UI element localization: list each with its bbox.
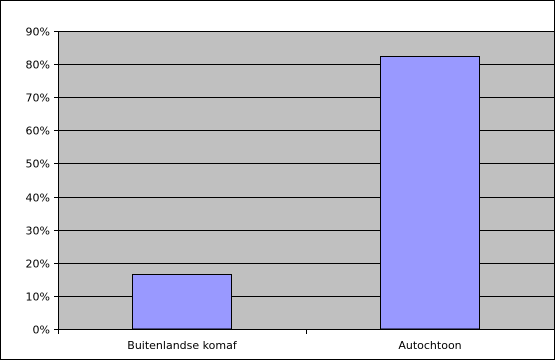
y-tick-label: 40% [26,192,50,205]
x-tick-label: Autochtoon [398,339,461,352]
y-tick-label: 70% [26,92,50,105]
y-tick-label: 10% [26,291,50,304]
y-tick-label: 90% [26,26,50,39]
y-tick-label: 20% [26,258,50,271]
y-tick-label: 60% [26,125,50,138]
y-tick-label: 0% [33,324,50,337]
bar [380,56,480,330]
bar [132,274,232,330]
x-tick-label: Buitenlandse komaf [127,339,238,352]
y-tick-label: 30% [26,225,50,238]
y-tick-label: 80% [26,59,50,72]
y-tick-label: 50% [26,158,50,171]
